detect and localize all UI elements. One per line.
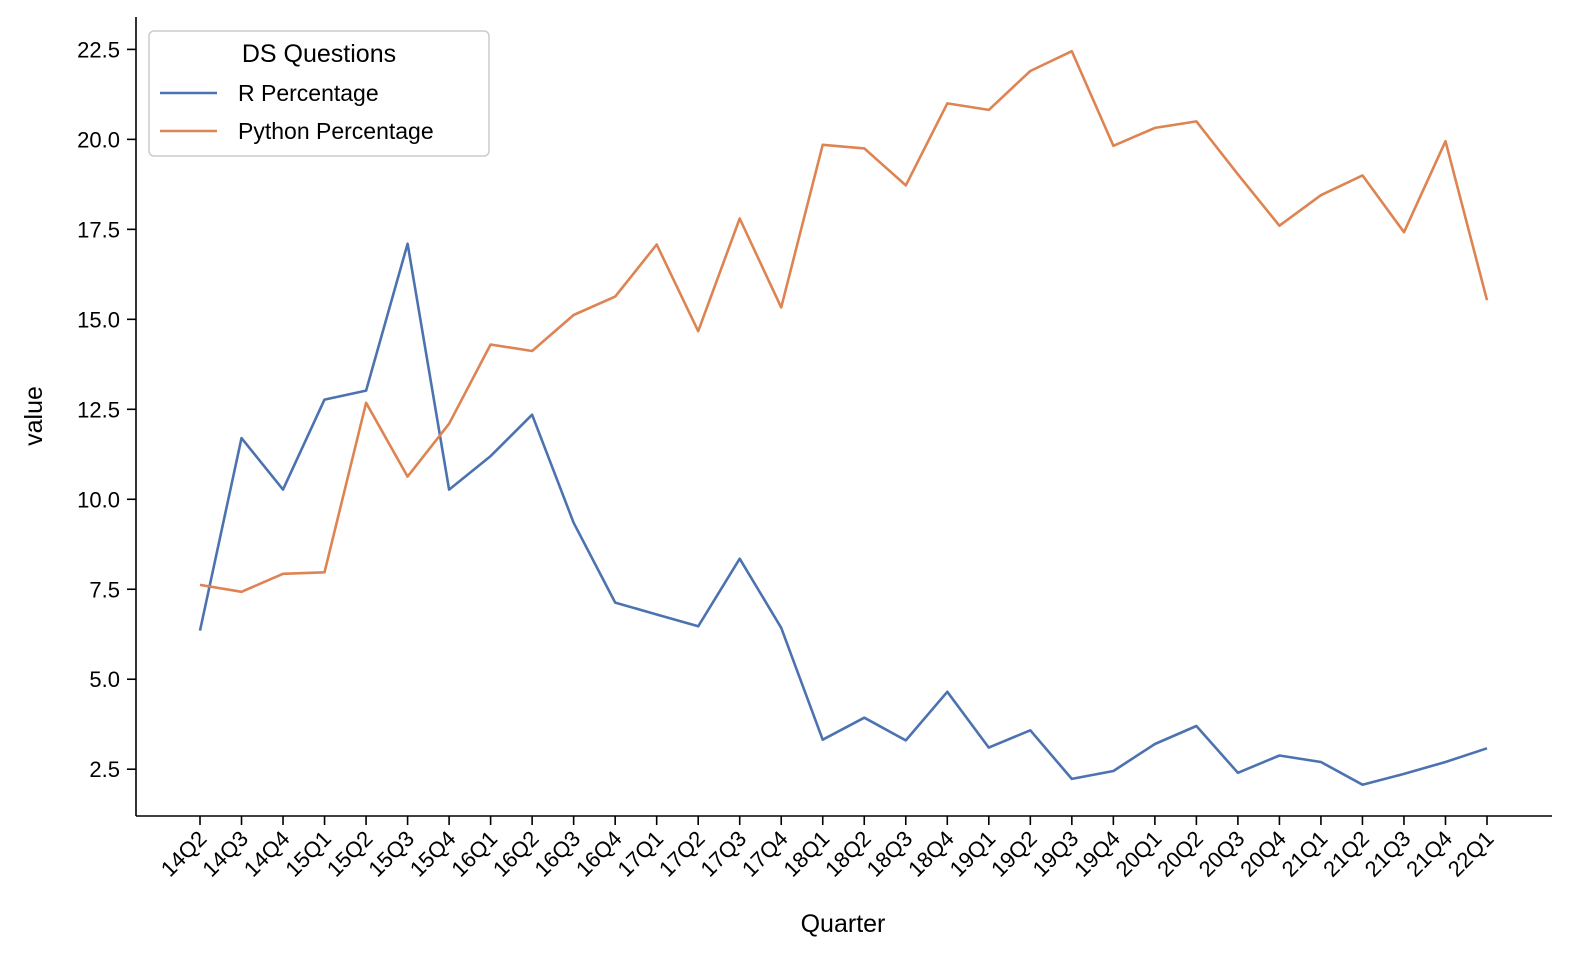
y-tick-label: 2.5: [89, 757, 120, 782]
y-axis-label: value: [20, 386, 48, 446]
x-tick-label: 18Q1: [779, 826, 835, 882]
y-ticks: 2.5 5.0 7.5 10.0 12.5 15.0 17.5 20.0 22.5: [77, 37, 136, 782]
x-tick-label: 21Q1: [1277, 826, 1333, 882]
x-tick-label: 17Q1: [612, 826, 668, 882]
x-tick-label: 19Q3: [1028, 826, 1084, 882]
y-tick-label: 7.5: [89, 577, 120, 602]
y-tick-label: 22.5: [77, 37, 120, 62]
x-tick-label: 18Q3: [862, 826, 918, 882]
x-tick-label: 22Q1: [1443, 826, 1499, 882]
x-tick-label: 20Q4: [1235, 826, 1291, 882]
legend-label-python: Python Percentage: [238, 118, 434, 144]
legend: DS Questions R Percentage Python Percent…: [148, 30, 490, 157]
x-tick-label: 15Q4: [405, 826, 461, 882]
x-tick-label: 16Q4: [571, 826, 627, 882]
legend-box: [148, 30, 490, 157]
x-ticks: 14Q214Q314Q415Q115Q215Q315Q416Q116Q216Q3…: [156, 816, 1499, 882]
y-tick-label: 5.0: [89, 667, 120, 692]
x-tick-label: 18Q4: [903, 826, 959, 882]
x-tick-label: 17Q4: [737, 826, 793, 882]
x-tick-label: 20Q2: [1152, 826, 1208, 882]
x-tick-label: 14Q4: [239, 826, 295, 882]
x-tick-label: 15Q1: [280, 826, 336, 882]
y-tick-label: 15.0: [77, 307, 120, 332]
y-tick-label: 12.5: [77, 397, 120, 422]
x-tick-label: 16Q2: [488, 826, 544, 882]
series-line-r: [198, 242, 1488, 787]
x-tick-label: 14Q3: [197, 826, 253, 882]
x-tick-label: 18Q2: [820, 826, 876, 882]
legend-title: DS Questions: [242, 40, 396, 68]
x-tick-label: 17Q2: [654, 826, 710, 882]
x-tick-label: 17Q3: [696, 826, 752, 882]
x-axis-label: Quarter: [801, 910, 886, 938]
legend-label-r: R Percentage: [238, 80, 379, 106]
x-tick-label: 21Q3: [1360, 826, 1416, 882]
x-tick-label: 21Q4: [1401, 826, 1457, 882]
x-tick-label: 21Q2: [1318, 826, 1374, 882]
x-tick-label: 15Q3: [363, 826, 419, 882]
x-tick-label: 15Q2: [322, 826, 378, 882]
y-tick-label: 10.0: [77, 487, 120, 512]
x-tick-label: 16Q1: [446, 826, 502, 882]
x-tick-label: 19Q1: [945, 826, 1001, 882]
x-tick-label: 14Q2: [156, 826, 212, 882]
x-tick-label: 19Q4: [1069, 826, 1125, 882]
series-layer: [198, 49, 1489, 787]
y-tick-label: 17.5: [77, 217, 120, 242]
x-tick-label: 20Q3: [1194, 826, 1250, 882]
x-tick-label: 16Q3: [529, 826, 585, 882]
x-tick-label: 19Q2: [986, 826, 1042, 882]
y-tick-label: 20.0: [77, 127, 120, 152]
series-line-python: [199, 49, 1489, 594]
x-tick-label: 20Q1: [1111, 826, 1167, 882]
